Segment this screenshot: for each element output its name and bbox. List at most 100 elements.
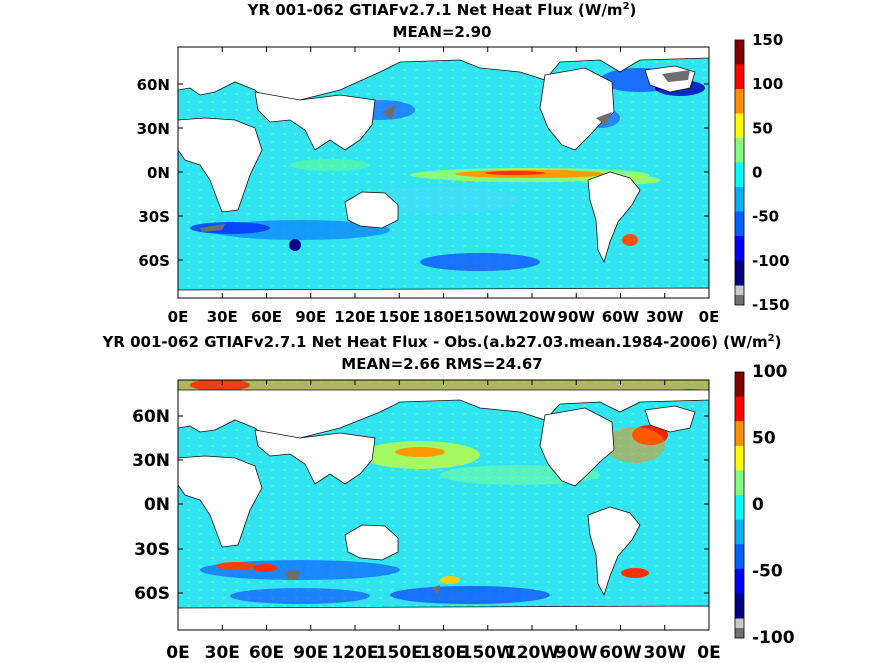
colorbar-tick-label: -50 [752, 562, 783, 582]
x-tick-label: 90W [558, 308, 596, 326]
colorbar-tick-label: -100 [752, 252, 790, 270]
chart1-subtitle: MEAN=2.90 [392, 23, 492, 41]
colorbar-swatch [735, 174, 744, 188]
map1 [178, 47, 709, 298]
x-tick-label: 90E [293, 643, 328, 663]
colorbar-swatch [735, 162, 744, 176]
colorbar-swatch [735, 187, 744, 200]
y-tick-label: 0N [144, 495, 170, 515]
chart1-title: YR 001-062 GTIAFv2.7.1 Net Heat Flux (W/… [247, 1, 637, 19]
x-tick-label: 150E [378, 308, 420, 326]
colorbar-swatch [735, 531, 744, 545]
y-tick-label: 30S [138, 208, 170, 226]
colorbar-frame [734, 371, 745, 639]
colorbar-swatch [735, 150, 744, 163]
x-tick-label: 120W [508, 308, 556, 326]
colorbar-tick-label: 0 [752, 495, 764, 515]
y-tick-label: 60N [137, 76, 170, 94]
colorbar-swatch [735, 495, 744, 508]
colorbar-swatch [735, 223, 744, 237]
colorbar-frame [734, 39, 745, 306]
x-tick-label: 180E [420, 643, 467, 663]
colorbar-swatch [735, 556, 744, 570]
colorbar-swatch [735, 421, 744, 434]
colorbar-swatch [735, 199, 744, 212]
y-tick-label: 30N [137, 120, 170, 138]
x-tick-label: 120E [334, 308, 376, 326]
colorbar-swatch [735, 605, 744, 619]
x-tick-label: 120E [331, 643, 378, 663]
chart2-subtitle: MEAN=2.66 RMS=24.67 [341, 355, 543, 373]
x-tick-label: 30W [644, 643, 687, 663]
y-tick-label: 30S [134, 540, 170, 560]
chart2-title: YR 001-062 GTIAFv2.7.1 Net Heat Flux - O… [102, 333, 782, 351]
x-tick-label: 60E [251, 308, 282, 326]
colorbar-swatch [735, 89, 744, 102]
colorbar-tick-label: -50 [752, 208, 779, 226]
x-tick-label: 0E [168, 308, 189, 326]
colorbar-swatch [735, 64, 744, 78]
colorbar-swatch [735, 125, 744, 139]
x-tick-label: 120W [505, 643, 559, 663]
colorbar-swatch [735, 272, 744, 286]
colorbar-under-swatch [735, 628, 744, 638]
colorbar-over-swatch [735, 618, 744, 628]
colorbar-swatch [735, 408, 744, 422]
colorbar-swatch [735, 519, 744, 533]
colorbar-swatch [735, 544, 744, 557]
x-tick-label: 60W [599, 643, 642, 663]
colorbar-swatch [735, 458, 744, 471]
x-tick-label: 150E [376, 643, 423, 663]
map2-frame [177, 379, 710, 631]
y-tick-label: 60S [138, 252, 170, 270]
x-tick-label: 0E [697, 643, 720, 663]
colorbar-swatch [735, 236, 744, 249]
y-tick-label: 60N [132, 407, 170, 427]
x-tick-label: 150W [464, 308, 512, 326]
colorbar-swatch [735, 52, 744, 65]
x-tick-label: 0E [699, 308, 720, 326]
colorbar-swatch [735, 76, 744, 90]
x-tick-label: 30E [207, 308, 238, 326]
colorbar-swatch [735, 113, 744, 127]
colorbar-swatch [735, 593, 744, 607]
y-tick-label: 0N [147, 164, 170, 182]
map2 [178, 380, 709, 630]
x-tick-label: 90W [555, 643, 598, 663]
colorbar-swatch [735, 433, 744, 447]
colorbar-swatch [735, 482, 744, 496]
colorbar-swatch [735, 260, 744, 274]
colorbar-swatch [735, 248, 744, 261]
x-tick-label: 90E [295, 308, 326, 326]
colorbar-tick-label: -150 [752, 296, 790, 314]
colorbar-swatch [735, 211, 744, 225]
colorbar-tick-label: 50 [752, 119, 773, 137]
colorbar-over-swatch [735, 285, 744, 295]
x-tick-label: 30W [646, 308, 684, 326]
colorbar-tick-label: 0 [752, 164, 762, 182]
colorbar-swatch [735, 445, 744, 459]
colorbar-under-swatch [735, 295, 744, 305]
x-tick-label: 150W [461, 643, 515, 663]
colorbar-swatch [735, 138, 744, 151]
x-tick-label: 30E [205, 643, 240, 663]
colorbar-swatch [735, 384, 744, 398]
colorbar-swatch [735, 470, 744, 484]
y-tick-label: 60S [134, 584, 170, 604]
colorbar-swatch [735, 101, 744, 114]
x-tick-label: 180E [423, 308, 465, 326]
colorbar-tick-label: -100 [752, 628, 795, 648]
colorbar-swatch [735, 396, 744, 410]
map1-frame [177, 46, 710, 299]
x-tick-label: 60W [602, 308, 640, 326]
colorbar-swatch [735, 507, 744, 521]
colorbar-swatch [735, 568, 744, 582]
colorbar-swatch [735, 581, 744, 594]
colorbar-tick-label: 100 [752, 75, 783, 93]
x-tick-label: 0E [166, 643, 189, 663]
x-tick-label: 60E [249, 643, 284, 663]
y-tick-label: 30N [132, 451, 170, 471]
colorbar-tick-label: 50 [752, 429, 776, 449]
